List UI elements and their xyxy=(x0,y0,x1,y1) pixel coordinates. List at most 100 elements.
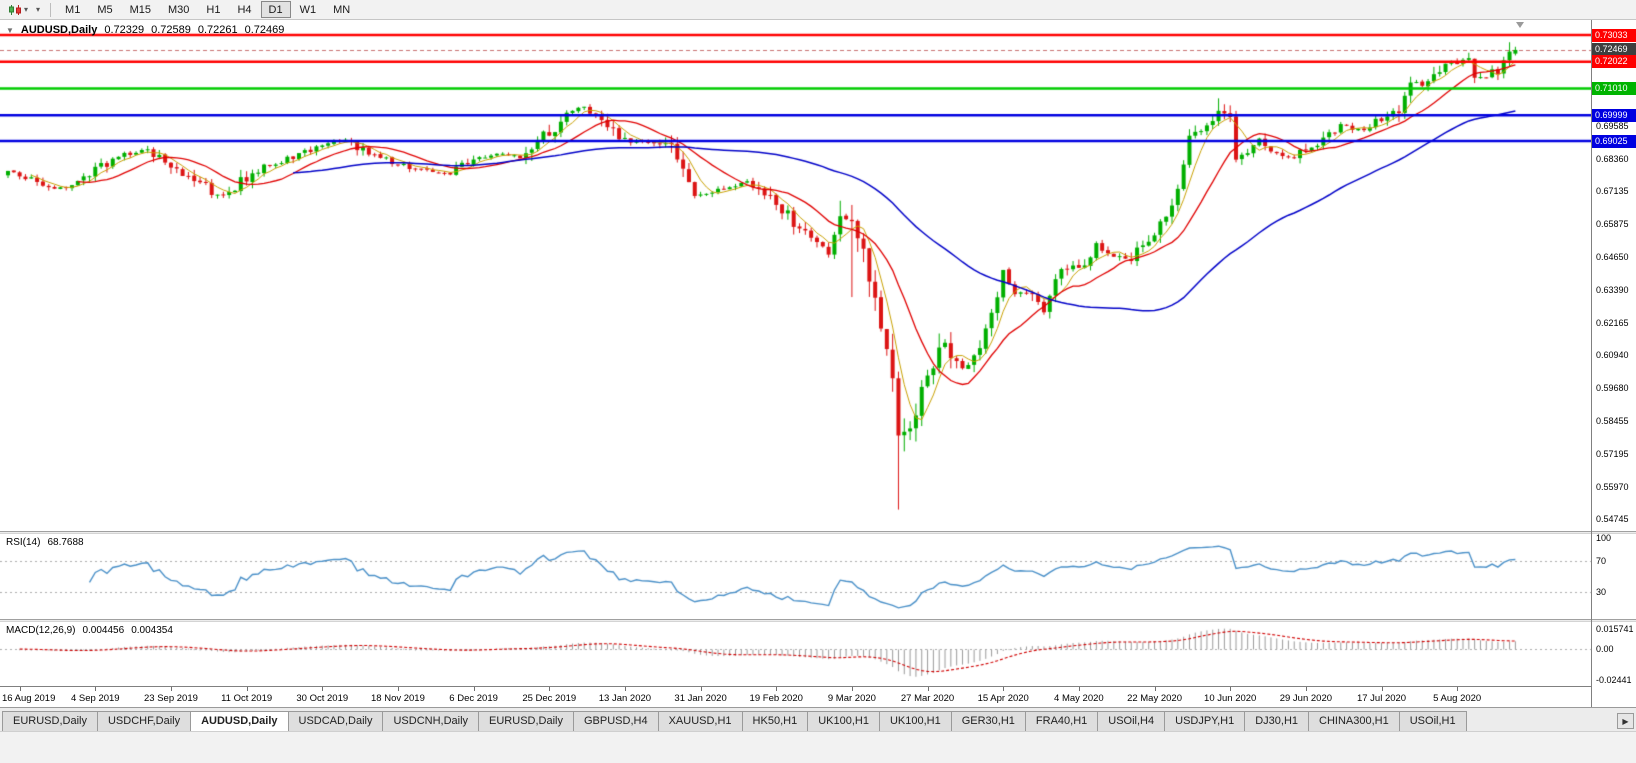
timeframe-button-m30[interactable]: M30 xyxy=(160,1,197,18)
date-axis-tick xyxy=(170,687,172,691)
price-axis-label: 0.57195 xyxy=(1596,449,1629,460)
date-axis-tick xyxy=(19,687,21,691)
timeframe-button-h4[interactable]: H4 xyxy=(229,1,259,18)
chart-tab-usoil-h4[interactable]: USOil,H4 xyxy=(1097,711,1166,731)
timeframe-button-mn[interactable]: MN xyxy=(325,1,358,18)
ohlc-low: 0.72261 xyxy=(197,24,238,36)
date-axis-tick xyxy=(1457,687,1459,691)
zoom-dropdown-button[interactable]: ▾ xyxy=(32,1,44,18)
date-axis-label: 4 May 2020 xyxy=(1054,693,1104,704)
date-axis-label: 9 Mar 2020 xyxy=(827,693,876,704)
chart-shift-marker[interactable] xyxy=(1516,22,1524,28)
timeframe-button-m5[interactable]: M5 xyxy=(89,1,120,18)
chart-ohlc-header: ▼ AUDUSD,Daily 0.72329 0.72589 0.72261 0… xyxy=(6,24,284,36)
chart-tab-usdjpy-h1[interactable]: USDJPY,H1 xyxy=(1164,711,1246,731)
plot-column: ▼ AUDUSD,Daily 0.72329 0.72589 0.72261 0… xyxy=(0,20,1591,707)
date-axis-tick xyxy=(1230,687,1232,691)
pane-separator[interactable] xyxy=(0,531,1591,534)
chart-tab-china300-h1[interactable]: CHINA300,H1 xyxy=(1308,711,1400,731)
chart-area: ▼ AUDUSD,Daily 0.72329 0.72589 0.72261 0… xyxy=(0,20,1636,707)
timeframe-button-w1[interactable]: W1 xyxy=(292,1,325,18)
date-axis-tick xyxy=(851,687,853,691)
rsi-axis-label: 70 xyxy=(1596,556,1607,567)
price-axis-label: 0.60940 xyxy=(1596,350,1629,361)
timeframe-button-m15[interactable]: M15 xyxy=(122,1,159,18)
macd-axis-label: 0.00 xyxy=(1596,643,1614,654)
macd-canvas[interactable] xyxy=(0,622,1591,686)
tab-scroll-right-button[interactable]: ▶ xyxy=(1617,713,1634,729)
date-axis-tick xyxy=(776,687,778,691)
date-axis-label: 11 Oct 2019 xyxy=(221,693,273,704)
chart-tab-uk100-h1[interactable]: UK100,H1 xyxy=(878,711,952,731)
chart-tab-fra40-h1[interactable]: FRA40,H1 xyxy=(1024,711,1099,731)
macd-signal-value: 0.004354 xyxy=(131,625,173,636)
date-axis-tick xyxy=(95,687,97,691)
chart-type-button[interactable]: ▾ xyxy=(4,1,32,18)
date-axis-label: 30 Oct 2019 xyxy=(296,693,349,704)
date-axis-label: 31 Jan 2020 xyxy=(674,693,727,704)
price-axis-label: 0.58455 xyxy=(1596,415,1629,426)
date-axis-tick xyxy=(1381,687,1383,691)
date-axis-label: 29 Jun 2020 xyxy=(1279,693,1333,704)
date-axis-label: 18 Nov 2019 xyxy=(371,693,425,704)
price-axis-label: 0.64650 xyxy=(1596,251,1629,262)
macd-main-value: 0.004456 xyxy=(82,625,125,636)
date-axis-label: 13 Jan 2020 xyxy=(598,693,652,704)
pane-separator[interactable] xyxy=(1592,619,1636,622)
timeframe-button-m1[interactable]: M1 xyxy=(57,1,88,18)
date-axis-tick xyxy=(1305,687,1307,691)
price-pane: ▼ AUDUSD,Daily 0.72329 0.72589 0.72261 0… xyxy=(0,20,1591,531)
timeframe-button-d1[interactable]: D1 xyxy=(260,1,291,18)
chart-tab-hk50-h1[interactable]: HK50,H1 xyxy=(741,711,809,731)
toolbar-separator xyxy=(50,2,52,17)
chart-tab-eurusd-daily[interactable]: EURUSD,Daily xyxy=(2,711,98,731)
macd-axis-label: -0.02441 xyxy=(1596,675,1632,685)
date-axis-tick xyxy=(246,687,248,691)
date-axis-tick xyxy=(1003,687,1005,691)
chart-tab-dj30-h1[interactable]: DJ30,H1 xyxy=(1244,711,1310,731)
price-axis-label: 0.54745 xyxy=(1596,513,1629,524)
price-axis-label: 0.65875 xyxy=(1596,219,1629,230)
collapse-triangle-icon[interactable]: ▼ xyxy=(6,25,14,35)
date-axis[interactable]: 16 Aug 2019 4 Sep 2019 23 Sep 2019 11 Oct 2… xyxy=(0,686,1591,707)
chart-tab-usoil-h1[interactable]: USOil,H1 xyxy=(1398,711,1467,731)
chart-tab-xauusd-h1[interactable]: XAUUSD,H1 xyxy=(657,711,743,731)
chart-tab-eurusd-daily[interactable]: EURUSD,Daily xyxy=(478,711,574,731)
candlestick-chart-icon xyxy=(9,4,21,15)
date-axis-tick xyxy=(624,687,626,691)
price-tag: 0.72469 xyxy=(1592,43,1636,57)
chart-tab-usdcad-daily[interactable]: USDCAD,Daily xyxy=(287,711,384,731)
pane-separator[interactable] xyxy=(0,619,1591,622)
rsi-value: 68.7688 xyxy=(47,537,84,548)
date-axis-label: 5 Aug 2020 xyxy=(1433,693,1482,704)
date-axis-tick xyxy=(927,687,929,691)
chart-tab-uk100-h1[interactable]: UK100,H1 xyxy=(807,711,880,731)
date-axis-label: 22 May 2020 xyxy=(1127,693,1182,704)
rsi-axis-label: 100 xyxy=(1596,533,1612,543)
date-axis-label: 10 Jun 2020 xyxy=(1204,693,1257,704)
status-strip xyxy=(0,731,1636,763)
timeframe-toolbar: M1 M5 M15 M30 H1 H4 D1 W1 MN xyxy=(57,1,358,18)
main-chart-canvas[interactable] xyxy=(0,20,1591,531)
date-axis-tick xyxy=(549,687,551,691)
price-tag: 0.71010 xyxy=(1592,82,1636,96)
date-axis-tick xyxy=(397,687,399,691)
date-axis-label: 17 Jul 2020 xyxy=(1356,693,1407,704)
chart-tab-audusd-daily[interactable]: AUDUSD,Daily xyxy=(190,711,289,731)
date-axis-tick xyxy=(1078,687,1080,691)
timeframe-button-h1[interactable]: H1 xyxy=(198,1,228,18)
price-axis-label: 0.68360 xyxy=(1596,153,1629,164)
rsi-canvas[interactable] xyxy=(0,534,1591,619)
chart-tab-ger30-h1[interactable]: GER30,H1 xyxy=(950,711,1026,731)
chart-tab-usdchf-daily[interactable]: USDCHF,Daily xyxy=(96,711,192,731)
caret-down-icon: ▾ xyxy=(24,4,29,14)
macd-pane: MACD(12,26,9) 0.004456 0.004354 xyxy=(0,622,1591,686)
chart-tab-usdcnh-daily[interactable]: USDCNH,Daily xyxy=(382,711,480,731)
chart-tabs: EURUSD,Daily USDCHF,Daily AUDUSD,Daily USDC… xyxy=(2,711,1467,731)
chart-tab-gbpusd-h4[interactable]: GBPUSD,H4 xyxy=(573,711,659,731)
pane-separator[interactable] xyxy=(1592,531,1636,534)
price-tag: 0.69025 xyxy=(1592,134,1636,148)
macd-axis-label: 0.015741 xyxy=(1596,624,1634,634)
price-axis[interactable]: 0.69585 0.68360 0.67135 0.65875 0.64650 0.633… xyxy=(1591,20,1636,707)
